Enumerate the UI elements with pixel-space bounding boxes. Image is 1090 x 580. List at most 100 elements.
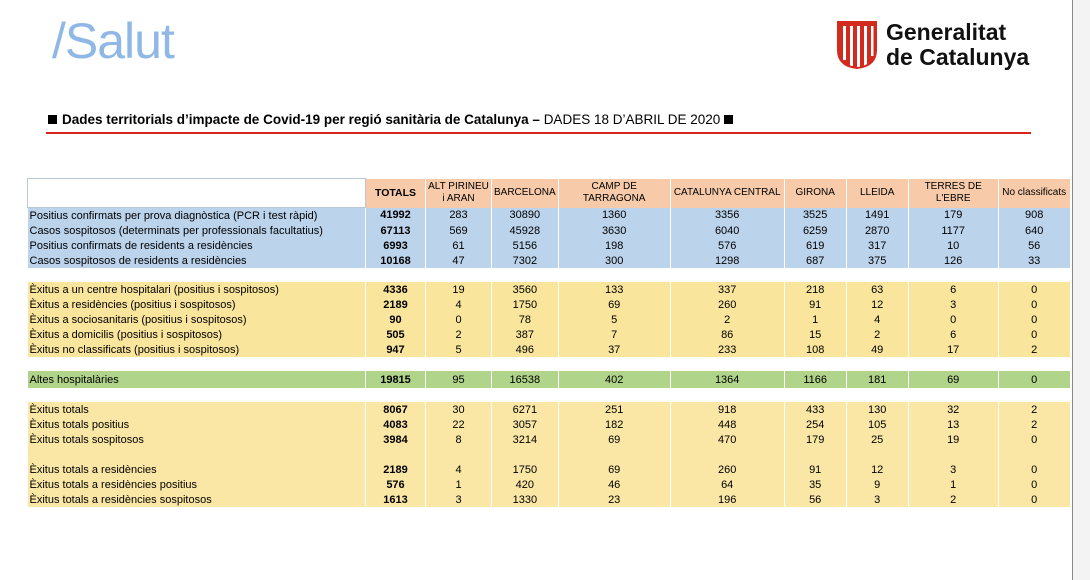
value-cell: 35 bbox=[784, 477, 847, 492]
value-cell: 69 bbox=[908, 371, 999, 388]
value-cell: 133 bbox=[558, 282, 671, 297]
table-spacer-row bbox=[27, 388, 1071, 402]
value-cell: 251 bbox=[558, 402, 671, 417]
column-header: CATALUNYA CENTRAL bbox=[670, 178, 785, 208]
value-cell: 69 bbox=[558, 462, 671, 477]
window-edge bbox=[1072, 0, 1073, 580]
value-cell bbox=[784, 388, 847, 402]
value-cell: 687 bbox=[784, 253, 847, 268]
total-cell: 8067 bbox=[365, 402, 426, 417]
heading-title: Dades territorials d’impacte de Covid-19… bbox=[62, 112, 540, 127]
value-cell: 2 bbox=[425, 327, 492, 342]
value-cell: 4 bbox=[425, 297, 492, 312]
row-label: Èxitus totals sospitosos bbox=[27, 432, 366, 447]
row-label: Altes hospitalàries bbox=[27, 371, 366, 388]
value-cell: 126 bbox=[908, 253, 999, 268]
value-cell bbox=[998, 388, 1071, 402]
value-cell: 2 bbox=[998, 417, 1071, 432]
value-cell bbox=[425, 447, 492, 462]
value-cell: 433 bbox=[784, 402, 847, 417]
value-cell: 64 bbox=[670, 477, 785, 492]
total-cell: 67113 bbox=[365, 223, 426, 238]
row-label: Èxitus a residències (positius i sospito… bbox=[27, 297, 366, 312]
value-cell: 3214 bbox=[491, 432, 559, 447]
value-cell bbox=[425, 268, 492, 282]
table-row: Èxitus a residències (positius i sospito… bbox=[27, 297, 1071, 312]
value-cell: 6040 bbox=[670, 223, 785, 238]
value-cell: 218 bbox=[784, 282, 847, 297]
value-cell: 6259 bbox=[784, 223, 847, 238]
value-cell: 3525 bbox=[784, 207, 847, 223]
table-row bbox=[27, 447, 1071, 462]
value-cell: 3 bbox=[425, 492, 492, 507]
row-label bbox=[27, 268, 366, 282]
table-row: Èxitus a domicilis (positius i sospitoso… bbox=[27, 327, 1071, 342]
value-cell bbox=[558, 357, 671, 371]
value-cell: 23 bbox=[558, 492, 671, 507]
value-cell: 179 bbox=[784, 432, 847, 447]
value-cell: 2 bbox=[846, 327, 909, 342]
value-cell bbox=[558, 388, 671, 402]
row-label: Èxitus totals bbox=[27, 402, 366, 417]
value-cell: 254 bbox=[784, 417, 847, 432]
value-cell: 0 bbox=[998, 282, 1071, 297]
value-cell: 13 bbox=[908, 417, 999, 432]
value-cell: 61 bbox=[425, 238, 492, 253]
table-row: Positius confirmats de residents a resid… bbox=[27, 238, 1071, 253]
row-label: Casos sospitosos de residents a residènc… bbox=[27, 253, 366, 268]
value-cell: 2 bbox=[998, 402, 1071, 417]
value-cell bbox=[908, 268, 999, 282]
total-cell: 2189 bbox=[365, 297, 426, 312]
covid-data-table: TOTALS ALT PIRINEU i ARAN BARCELONA CAMP DE… bbox=[27, 178, 1071, 507]
value-cell: 337 bbox=[670, 282, 785, 297]
total-cell bbox=[365, 447, 426, 462]
column-header: LLEIDA bbox=[846, 178, 909, 208]
value-cell: 6 bbox=[908, 282, 999, 297]
value-cell: 6 bbox=[908, 327, 999, 342]
value-cell: 1360 bbox=[558, 207, 671, 223]
table-row: Èxitus totals a residències 2189 4 1750 69 26… bbox=[27, 462, 1071, 477]
table-row: Èxitus a sociosanitaris (positius i sosp… bbox=[27, 312, 1071, 327]
table-row: Altes hospitalàries 19815 95 16538 402 1364 11… bbox=[27, 371, 1071, 388]
value-cell: 17 bbox=[908, 342, 999, 357]
value-cell: 640 bbox=[998, 223, 1071, 238]
column-header: CAMP DE TARRAGONA bbox=[558, 178, 671, 208]
total-cell: 90 bbox=[365, 312, 426, 327]
total-cell: 2189 bbox=[365, 462, 426, 477]
value-cell: 56 bbox=[784, 492, 847, 507]
value-cell: 260 bbox=[670, 297, 785, 312]
value-cell: 1750 bbox=[491, 462, 559, 477]
row-label: Èxitus no classificats (positius i sospi… bbox=[27, 342, 366, 357]
value-cell: 19 bbox=[908, 432, 999, 447]
value-cell: 283 bbox=[425, 207, 492, 223]
value-cell: 108 bbox=[784, 342, 847, 357]
value-cell: 3 bbox=[908, 462, 999, 477]
value-cell: 30 bbox=[425, 402, 492, 417]
value-cell: 7 bbox=[558, 327, 671, 342]
value-cell: 3630 bbox=[558, 223, 671, 238]
value-cell bbox=[425, 357, 492, 371]
value-cell bbox=[491, 388, 559, 402]
value-cell: 387 bbox=[491, 327, 559, 342]
value-cell: 22 bbox=[425, 417, 492, 432]
total-cell: 4336 bbox=[365, 282, 426, 297]
total-cell: 19815 bbox=[365, 371, 426, 388]
row-label: Èxitus totals a residències sospitosos bbox=[27, 492, 366, 507]
row-label: Èxitus totals a residències bbox=[27, 462, 366, 477]
header-corner-cell bbox=[27, 178, 366, 208]
table-row: Èxitus totals a residències sospitosos 16… bbox=[27, 492, 1071, 507]
value-cell: 0 bbox=[998, 477, 1071, 492]
table-row: Èxitus no classificats (positius i sospi… bbox=[27, 342, 1071, 357]
value-cell: 12 bbox=[846, 462, 909, 477]
value-cell: 1298 bbox=[670, 253, 785, 268]
value-cell bbox=[558, 447, 671, 462]
column-header: BARCELONA bbox=[491, 178, 559, 208]
value-cell: 78 bbox=[491, 312, 559, 327]
value-cell: 181 bbox=[846, 371, 909, 388]
value-cell: 63 bbox=[846, 282, 909, 297]
table-row: Èxitus a un centre hospitalari (positius… bbox=[27, 282, 1071, 297]
value-cell: 69 bbox=[558, 297, 671, 312]
value-cell: 1177 bbox=[908, 223, 999, 238]
value-cell: 918 bbox=[670, 402, 785, 417]
value-cell: 91 bbox=[784, 297, 847, 312]
